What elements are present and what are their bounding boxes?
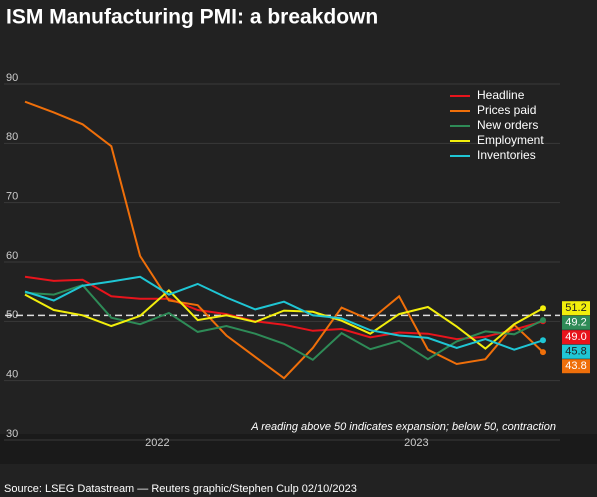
end-label: 43.8 [565,360,586,372]
series-line [24,275,544,351]
series-line [24,283,544,362]
x-tick-label: 2022 [145,437,169,449]
legend-label: Employment [477,133,544,147]
series-line [24,289,544,350]
end-label-box [562,359,590,374]
y-tick-label: 90 [6,72,18,84]
x-tick-label: 2023 [404,437,428,449]
end-label-box [562,315,590,330]
y-tick-label: 80 [6,131,18,143]
end-point [540,349,546,356]
end-label-box [562,344,590,359]
y-tick-label: 30 [6,428,18,440]
end-label: 49.0 [565,331,586,343]
y-tick-label: 60 [6,250,18,262]
legend-label: New orders [477,118,538,132]
y-tick-label: 70 [6,191,18,203]
legend-label: Inventories [477,148,536,162]
series-line [24,100,544,380]
end-point [540,337,546,344]
end-label: 49.2 [565,317,586,329]
end-point [540,305,546,312]
end-point [540,317,546,324]
y-tick-label: 50 [6,309,18,321]
end-label: 45.8 [565,346,586,358]
y-tick-label: 40 [6,369,18,381]
legend-label: Headline [477,88,525,102]
annotation: A reading above 50 indicates expansion; … [250,421,556,433]
end-label-box [562,301,590,316]
series-line [24,275,544,341]
legend-label: Prices paid [477,103,536,117]
x-axis-band [0,434,597,464]
chart-title: ISM Manufacturing PMI: a breakdown [6,6,378,29]
end-label-box [562,330,590,345]
end-label: 51.2 [565,302,586,314]
source: Source: LSEG Datastream — Reuters graphi… [4,483,357,495]
